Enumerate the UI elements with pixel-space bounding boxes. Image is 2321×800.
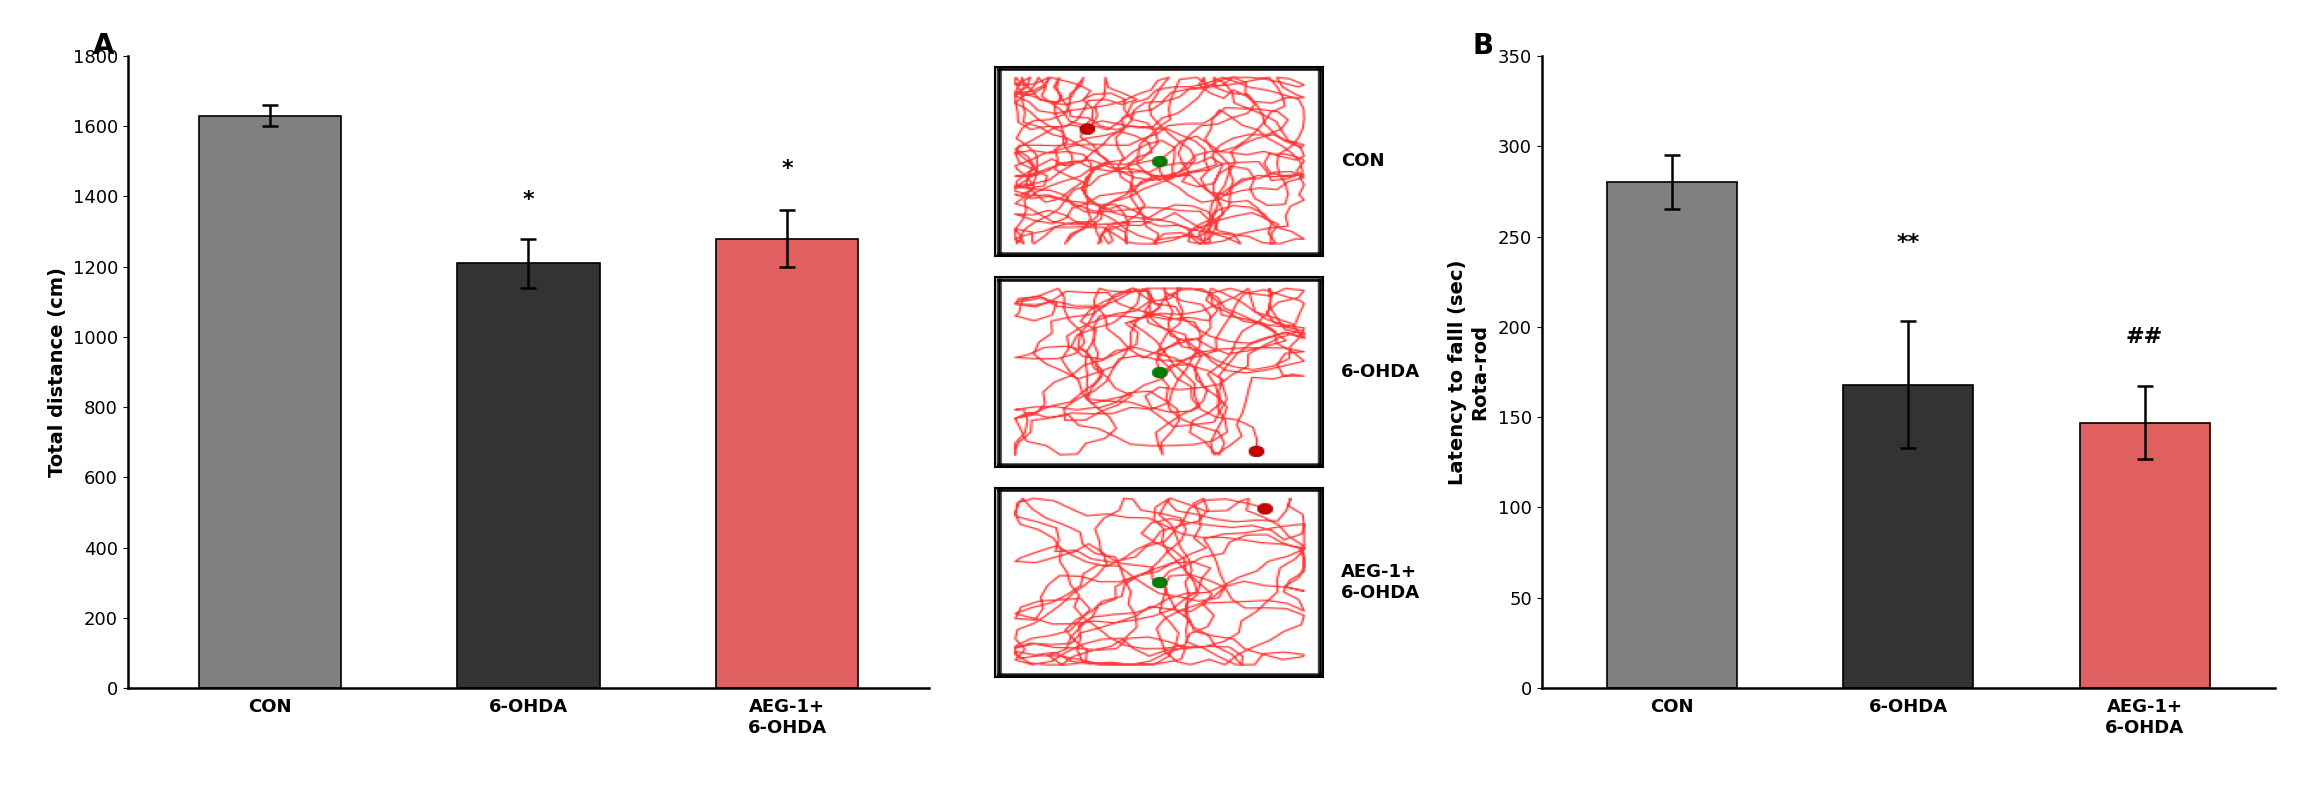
Bar: [1843, 385, 1973, 688]
Text: *: *: [522, 190, 534, 210]
Bar: [2080, 422, 2210, 688]
Text: CON: CON: [1342, 152, 1386, 170]
Text: AEG-1+
6-OHDA: AEG-1+ 6-OHDA: [1342, 563, 1420, 602]
Text: **: **: [1896, 233, 1919, 253]
Bar: [200, 116, 341, 688]
Y-axis label: Total distance (cm): Total distance (cm): [49, 267, 67, 477]
Text: 6-OHDA: 6-OHDA: [1342, 363, 1420, 381]
Text: B: B: [1472, 32, 1492, 60]
Text: ##: ##: [2126, 326, 2163, 346]
Bar: [715, 238, 859, 688]
Bar: [1606, 182, 1736, 688]
Bar: [457, 263, 599, 688]
Text: A: A: [93, 32, 114, 60]
Y-axis label: Latency to falll (sec)
Rota-rod: Latency to falll (sec) Rota-rod: [1448, 259, 1490, 485]
Text: *: *: [782, 159, 794, 179]
